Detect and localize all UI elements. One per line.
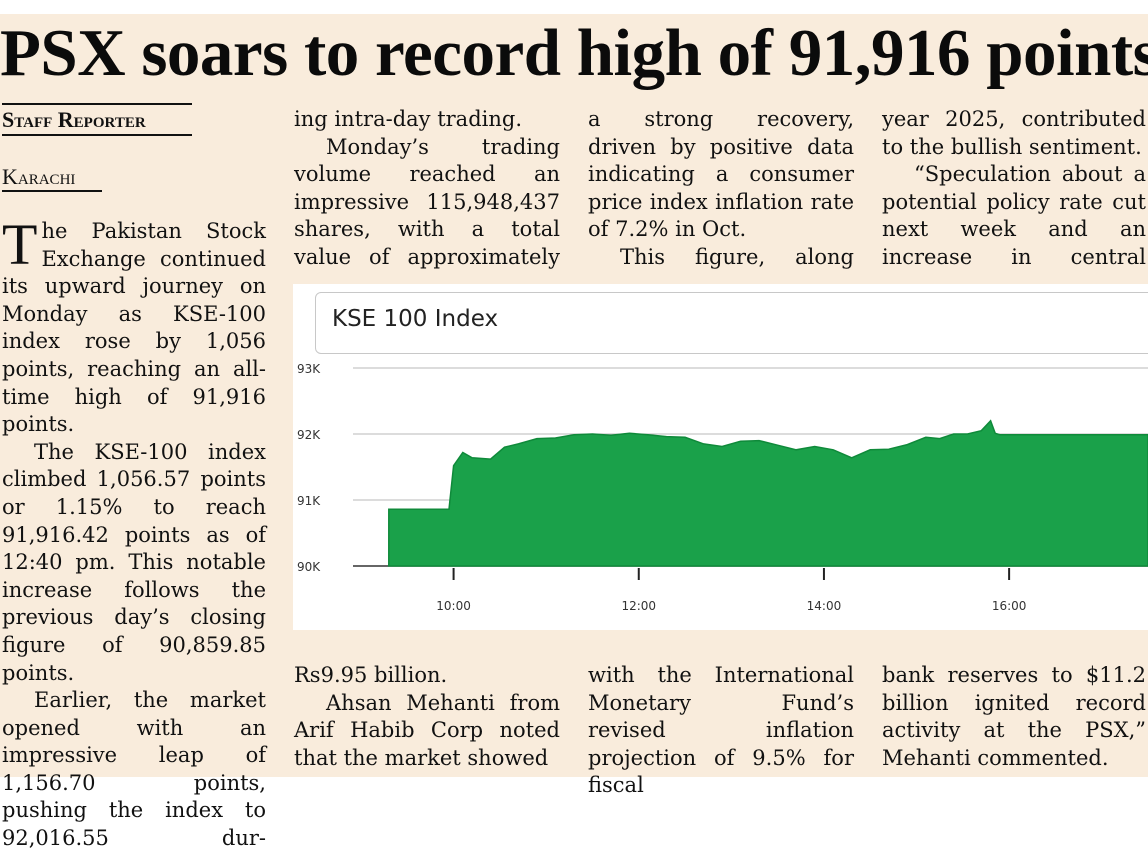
paragraph: Ahsan Mehanti from Arif Habib Corp noted…	[294, 690, 560, 770]
y-tick-label: 92K	[297, 428, 321, 442]
chart-plot: 90K 91K 92K 93K 10:00 12:00 14:00 16:00	[297, 362, 1148, 613]
chart-title: KSE 100 Index	[332, 306, 499, 332]
paragraph: Earlier, the market opened with an impre…	[2, 688, 266, 851]
paragraph: ing intra-day trading.	[294, 107, 522, 131]
paragraph: bank reserves to $11.2 billion ignited r…	[882, 663, 1146, 770]
article-column-4-bottom: bank reserves to $11.2 billion ignited r…	[882, 662, 1146, 772]
index-area-series	[388, 419, 1148, 567]
drop-cap: T	[2, 212, 38, 277]
paragraph: a strong recovery, driven by positive da…	[588, 107, 854, 242]
x-tick-label: 10:00	[436, 599, 471, 613]
x-tick-label: 14:00	[807, 599, 842, 613]
byline-city: Karachi	[2, 164, 102, 192]
x-tick-label: 16:00	[992, 599, 1027, 613]
y-tick-label: 91K	[297, 494, 321, 508]
article-column-3-top: a strong recovery, driven by positive da…	[588, 106, 854, 272]
chart-title-box: KSE 100 Index	[315, 292, 1148, 354]
y-tick-label: 93K	[297, 362, 321, 376]
paragraph: with the International Monetary Fund’s r…	[588, 663, 854, 798]
article-column-2-bottom: Rs9.95 billion. Ahsan Mehanti from Arif …	[294, 662, 560, 772]
y-tick-label: 90K	[297, 560, 321, 574]
headline: PSX soars to record high of 91,916 point…	[0, 16, 1148, 90]
paragraph: Rs9.95 billion.	[294, 663, 448, 687]
article-column-2-top: ing intra-day trading. Monday’s trading …	[294, 106, 560, 272]
paragraph: year 2025, contributed to the bullish se…	[882, 107, 1146, 159]
paragraph: This figure, along	[620, 244, 854, 269]
byline-reporter: Staff Reporter	[2, 103, 192, 136]
paragraph-text: he Pakistan Stock Exchange continued its…	[2, 219, 266, 437]
paragraph: Monday’s trading volume reached an impre…	[294, 134, 560, 269]
kse100-chart: KSE 100 Index 90K 91K 92K 93K 10:00 12:00 14:0…	[293, 284, 1148, 630]
x-tick-label: 12:00	[621, 599, 656, 613]
paragraph: “Speculation about a potential policy ra…	[882, 162, 1146, 269]
paragraph: The KSE-100 index climbed 1,056.57 point…	[2, 439, 266, 685]
article-column-4-top: year 2025, contributed to the bullish se…	[882, 106, 1146, 272]
article-column-3-bottom: with the International Monetary Fund’s r…	[588, 662, 854, 800]
